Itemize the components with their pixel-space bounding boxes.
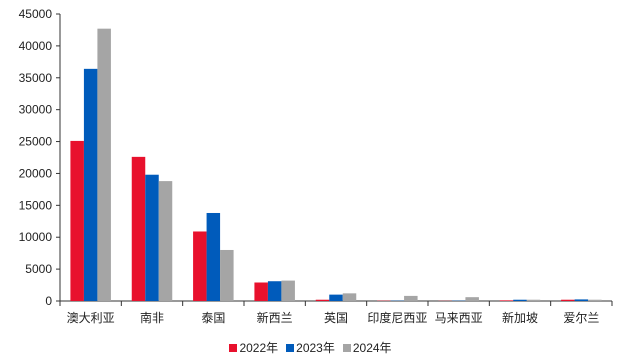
bar: [267, 281, 282, 301]
legend-item: 2022年: [229, 339, 278, 356]
y-tick-label: 0: [45, 294, 52, 308]
y-tick-label: 40000: [19, 39, 53, 53]
bar: [97, 28, 111, 302]
y-tick-label: 10000: [19, 230, 53, 244]
y-tick-label: 15000: [19, 198, 53, 212]
bar: [315, 299, 330, 301]
y-axis: 0 5000 10000 15000 20000 25000 30000 35000 40000…: [19, 7, 61, 308]
x-tick-label: 马来西亚: [435, 311, 483, 325]
x-tick-label: 泰国: [201, 311, 225, 325]
bar: [281, 280, 295, 301]
bar: [83, 68, 98, 301]
bar: [158, 181, 173, 301]
bar: [574, 299, 589, 301]
legend-label: 2024年: [352, 341, 392, 355]
bar: [588, 299, 602, 301]
bar: [329, 294, 343, 301]
bar: [499, 300, 514, 301]
x-tick-label: 南非: [140, 310, 164, 325]
y-tick-label: 5000: [25, 262, 52, 276]
bar: [254, 282, 268, 301]
y-tick-label: 25000: [19, 135, 53, 149]
x-tick-label: 新西兰: [257, 310, 293, 325]
x-tick-label: 英国: [324, 311, 348, 325]
legend-swatch: [286, 343, 295, 352]
y-tick-label: 30000: [19, 103, 53, 117]
legend-item: 2023年: [286, 339, 335, 356]
bar: [206, 212, 221, 301]
bar: [193, 231, 207, 301]
bar: [70, 140, 84, 301]
bar: [526, 299, 541, 301]
legend-label: 2023年: [296, 341, 335, 355]
x-axis: 澳大利亚 南非 泰国 新西兰 英国 印度尼西亚 马来西亚 新加坡 爱尔兰: [59, 300, 613, 325]
y-tick-label: 45000: [19, 7, 53, 21]
y-tick-label: 35000: [19, 71, 53, 85]
legend-swatch: [229, 343, 238, 352]
bar: [513, 299, 527, 301]
legend: 2022年 2023年 2024年: [0, 339, 621, 356]
bar: [145, 174, 159, 301]
legend-item: 2024年: [342, 339, 392, 356]
x-tick-label: 新加坡: [502, 310, 538, 325]
bar: [404, 295, 418, 301]
x-tick-label: 澳大利亚: [67, 311, 115, 325]
legend-label: 2022年: [239, 341, 279, 355]
x-tick-label: 爱尔兰: [563, 310, 599, 325]
bar: [342, 293, 357, 301]
bars: [70, 28, 602, 302]
bar: [561, 299, 575, 301]
legend-swatch: [342, 343, 351, 352]
bar: [131, 156, 146, 301]
bar: [465, 297, 479, 301]
x-tick-label: 印度尼西亚: [367, 310, 427, 325]
y-tick-label: 20000: [19, 166, 53, 180]
bar: [220, 249, 234, 301]
